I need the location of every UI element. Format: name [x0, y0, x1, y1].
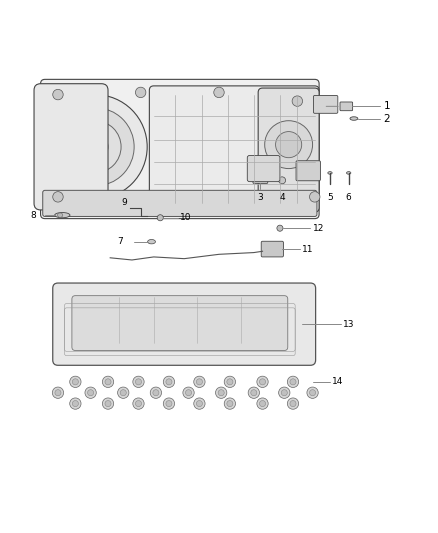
FancyBboxPatch shape: [253, 171, 268, 183]
Circle shape: [194, 376, 205, 387]
Circle shape: [310, 192, 320, 202]
Text: 4: 4: [279, 193, 285, 203]
Ellipse shape: [328, 172, 332, 174]
Ellipse shape: [350, 117, 358, 120]
Circle shape: [102, 376, 114, 387]
Circle shape: [290, 379, 296, 385]
Circle shape: [69, 120, 121, 173]
Circle shape: [117, 387, 129, 398]
Circle shape: [85, 387, 96, 398]
Circle shape: [157, 215, 163, 221]
Circle shape: [227, 400, 233, 407]
Circle shape: [259, 400, 265, 407]
Circle shape: [292, 96, 303, 107]
Circle shape: [90, 142, 100, 152]
Circle shape: [227, 379, 233, 385]
Text: 1: 1: [384, 101, 390, 111]
Circle shape: [259, 379, 265, 385]
Circle shape: [166, 379, 172, 385]
FancyBboxPatch shape: [34, 84, 108, 210]
Circle shape: [105, 379, 111, 385]
FancyBboxPatch shape: [247, 156, 280, 182]
Circle shape: [82, 134, 108, 160]
Text: 8: 8: [31, 211, 36, 220]
Circle shape: [135, 400, 141, 407]
Text: 3: 3: [258, 193, 263, 203]
Circle shape: [265, 120, 313, 168]
Circle shape: [215, 387, 227, 398]
FancyBboxPatch shape: [43, 190, 317, 216]
Circle shape: [277, 225, 283, 231]
Circle shape: [153, 390, 159, 396]
FancyBboxPatch shape: [149, 86, 319, 212]
Circle shape: [88, 390, 94, 396]
FancyBboxPatch shape: [53, 283, 316, 365]
Circle shape: [276, 132, 302, 158]
Circle shape: [105, 400, 111, 407]
Circle shape: [196, 379, 202, 385]
Circle shape: [307, 387, 318, 398]
Circle shape: [287, 376, 299, 387]
Text: 2: 2: [384, 114, 390, 124]
Circle shape: [224, 376, 236, 387]
FancyBboxPatch shape: [296, 161, 321, 181]
Circle shape: [163, 376, 175, 387]
Ellipse shape: [57, 213, 63, 217]
Circle shape: [70, 376, 81, 387]
FancyBboxPatch shape: [314, 95, 338, 114]
FancyBboxPatch shape: [41, 79, 319, 219]
Text: 9: 9: [122, 198, 127, 207]
Circle shape: [290, 400, 296, 407]
Circle shape: [279, 177, 286, 184]
Circle shape: [43, 94, 147, 199]
Circle shape: [72, 379, 78, 385]
Circle shape: [70, 398, 81, 409]
Circle shape: [279, 387, 290, 398]
Circle shape: [194, 398, 205, 409]
Ellipse shape: [148, 239, 155, 244]
Circle shape: [185, 390, 191, 396]
Circle shape: [196, 400, 202, 407]
Circle shape: [224, 398, 236, 409]
Circle shape: [287, 398, 299, 409]
Circle shape: [251, 390, 257, 396]
Circle shape: [133, 376, 144, 387]
FancyBboxPatch shape: [340, 102, 353, 111]
Circle shape: [281, 390, 287, 396]
Circle shape: [120, 390, 126, 396]
Circle shape: [310, 390, 316, 396]
Circle shape: [248, 387, 259, 398]
Circle shape: [72, 400, 78, 407]
Circle shape: [214, 87, 224, 98]
Circle shape: [133, 398, 144, 409]
Text: 5: 5: [327, 193, 333, 203]
FancyBboxPatch shape: [72, 296, 288, 351]
Text: 13: 13: [343, 320, 354, 329]
Text: 14: 14: [332, 377, 343, 386]
Circle shape: [183, 387, 194, 398]
Circle shape: [257, 376, 268, 387]
Circle shape: [53, 90, 63, 100]
Circle shape: [53, 192, 63, 202]
Ellipse shape: [346, 172, 351, 174]
FancyBboxPatch shape: [258, 88, 319, 201]
Text: 10: 10: [180, 213, 191, 222]
FancyBboxPatch shape: [261, 241, 283, 257]
Circle shape: [135, 87, 146, 98]
Text: 6: 6: [346, 193, 352, 203]
Circle shape: [257, 398, 268, 409]
Text: 11: 11: [302, 245, 313, 254]
Circle shape: [102, 398, 114, 409]
Circle shape: [56, 108, 134, 186]
Circle shape: [52, 387, 64, 398]
Text: 12: 12: [313, 224, 324, 233]
Circle shape: [55, 390, 61, 396]
Circle shape: [163, 398, 175, 409]
Text: 7: 7: [117, 237, 123, 246]
Circle shape: [166, 400, 172, 407]
Ellipse shape: [55, 213, 70, 218]
Circle shape: [135, 379, 141, 385]
Circle shape: [150, 387, 162, 398]
Circle shape: [218, 390, 224, 396]
